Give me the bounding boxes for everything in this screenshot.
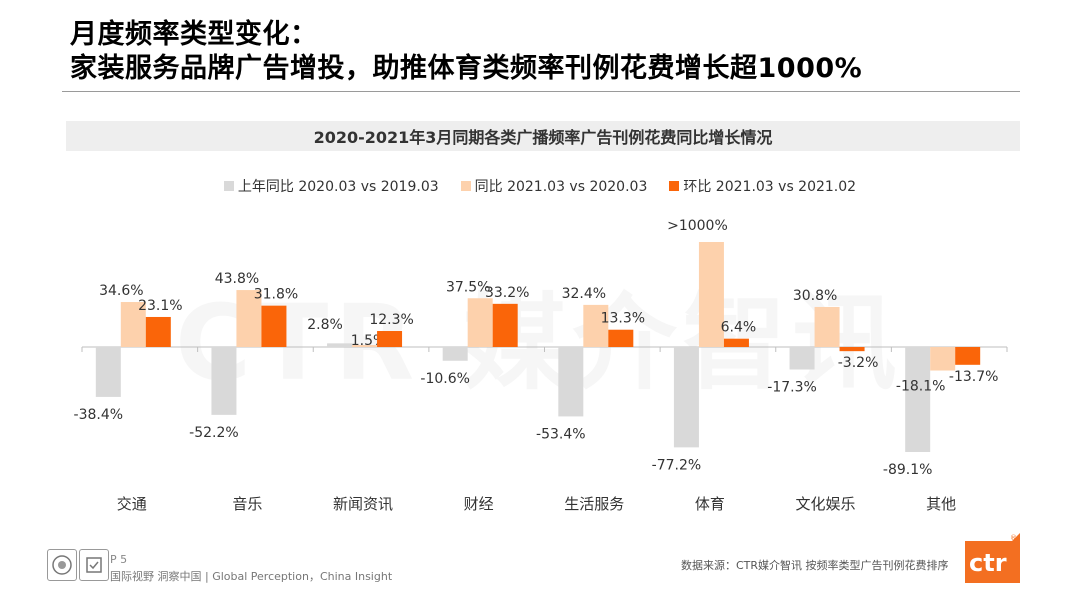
value-label-mom-4: 33.2% [485, 285, 529, 301]
legend-label-yoy: 同比 2021.03 vs 2020.03 [474, 179, 648, 195]
value-label-yoy-2: 43.8% [215, 271, 259, 287]
category-label-7: 文化娱乐 [796, 495, 856, 513]
value-label-yoy-8: -18.1% [896, 379, 946, 395]
bar-mom-2 [261, 305, 287, 347]
slide-title: 月度频率类型变化： 家装服务品牌广告增投，助推体育类频率刊例花费增长超1000% [70, 18, 862, 86]
certification-badge-1 [47, 549, 77, 581]
certification-badge-2 [79, 549, 109, 581]
value-label-prev-year-1: -38.4% [74, 407, 124, 423]
page-number: P 5 [110, 553, 128, 566]
legend-item-yoy: 同比 2021.03 vs 2020.03 [460, 176, 648, 196]
value-label-mom-3: 12.3% [369, 312, 413, 328]
bar-prev-year-2 [211, 347, 237, 415]
bar-yoy-1 [120, 302, 146, 347]
category-label-1: 交通 [117, 495, 147, 513]
legend-item-mom: 环比 2021.03 vs 2021.02 [669, 176, 856, 196]
category-label-5: 生活服务 [564, 495, 624, 513]
category-label-2: 音乐 [232, 495, 262, 513]
legend-label-prev-year: 上年同比 2020.03 vs 2019.03 [237, 179, 439, 195]
bar-mom-7 [839, 347, 865, 352]
value-label-prev-year-8: -89.1% [883, 462, 933, 478]
value-label-mom-1: 23.1% [138, 298, 182, 314]
footer-slogan: 国际视野 洞察中国 | Global Perception，China Insi… [110, 570, 393, 583]
bar-prev-year-8 [905, 347, 931, 452]
bar-prev-year-1 [95, 347, 121, 397]
bar-prev-year-6 [673, 347, 699, 448]
bar-prev-year-7 [789, 347, 815, 370]
ctr-logo: ctr ® [965, 533, 1020, 583]
value-label-prev-year-6: -77.2% [652, 457, 702, 473]
ctr-logo-text: ctr [969, 549, 1007, 577]
bar-yoy-7 [814, 306, 840, 347]
certification-seal-icon [52, 555, 72, 575]
bar-yoy-2 [236, 290, 262, 347]
value-label-yoy-5: 32.4% [562, 286, 606, 302]
value-label-mom-5: 13.3% [601, 311, 645, 327]
chart-legend: 上年同比 2020.03 vs 2019.03 同比 2021.03 vs 20… [0, 176, 1080, 196]
value-label-yoy-1: 34.6% [99, 283, 143, 299]
bar-mom-4 [492, 303, 518, 347]
bar-mom-3 [377, 331, 403, 347]
bar-mom-6 [723, 338, 749, 347]
slide-title-line2: 家装服务品牌广告增投，助推体育类频率刊例花费增长超1000% [70, 53, 863, 84]
category-label-6: 体育 [695, 495, 725, 513]
svg-text:®: ® [1010, 534, 1017, 542]
bar-yoy-4 [467, 298, 493, 347]
bar-mom-5 [608, 329, 634, 347]
value-label-mom-7: -3.2% [838, 355, 879, 371]
value-label-yoy-6: >1000% [667, 218, 728, 234]
legend-label-mom: 环比 2021.03 vs 2021.02 [683, 179, 857, 195]
value-label-prev-year-4: -10.6% [420, 371, 470, 387]
legend-swatch-prev-year [223, 181, 234, 191]
certification-mark-icon [86, 557, 102, 573]
bar-yoy-8 [930, 347, 956, 371]
slide-title-line1: 月度频率类型变化： [70, 19, 318, 50]
ctr-logo-shape [965, 533, 1020, 583]
data-source-note: 数据来源：CTR媒介智讯 按频率类型广告刊例花费排序 [681, 559, 949, 572]
title-divider [62, 91, 1020, 92]
value-label-prev-year-5: -53.4% [536, 426, 586, 442]
legend-item-prev-year: 上年同比 2020.03 vs 2019.03 [223, 176, 439, 196]
value-label-mom-8: -13.7% [949, 369, 999, 385]
bar-mom-1 [145, 316, 171, 347]
legend-swatch-mom [669, 181, 680, 191]
value-label-yoy-4: 37.5% [446, 279, 490, 295]
value-label-prev-year-3: 2.8% [307, 317, 343, 333]
category-label-8: 其他 [926, 495, 956, 513]
bar-prev-year-4 [442, 347, 468, 361]
value-label-prev-year-7: -17.3% [767, 379, 817, 395]
certification-badges [47, 549, 109, 581]
legend-swatch-yoy [460, 181, 471, 191]
bar-mom-8 [955, 347, 981, 365]
bar-yoy-5 [583, 304, 609, 347]
chart-title: 2020-2021年3月同期各类广播频率广告刊例花费同比增长情况 [313, 128, 773, 147]
bar-prev-year-3 [327, 343, 353, 347]
bar-prev-year-5 [558, 347, 584, 417]
category-label-3: 新闻资讯 [333, 495, 393, 513]
value-label-mom-2: 31.8% [254, 287, 298, 303]
bar-yoy-3 [352, 345, 378, 347]
bar-yoy-6 [698, 242, 724, 347]
value-label-prev-year-2: -52.2% [189, 425, 239, 441]
category-label-4: 财经 [464, 495, 494, 513]
value-label-mom-6: 6.4% [721, 320, 757, 336]
chart-title-bar: 2020-2021年3月同期各类广播频率广告刊例花费同比增长情况 [66, 121, 1020, 151]
value-label-yoy-7: 30.8% [793, 288, 837, 304]
